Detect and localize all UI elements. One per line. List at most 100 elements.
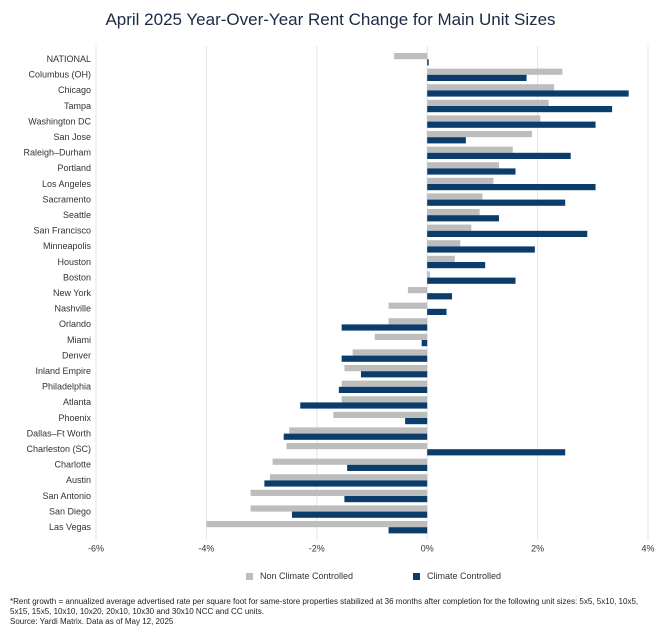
category-label: New York xyxy=(53,288,92,298)
bar-climate xyxy=(427,293,453,300)
category-label: Orlando xyxy=(59,319,91,329)
bar-climate xyxy=(427,168,516,175)
bars xyxy=(206,53,629,534)
legend-swatch-non-climate xyxy=(246,572,253,580)
bar-non-climate xyxy=(427,271,430,278)
bar-non-climate xyxy=(388,302,428,309)
category-label: Portland xyxy=(57,163,91,173)
bar-climate xyxy=(300,402,428,409)
bar-climate xyxy=(360,371,428,378)
category-label: Inland Empire xyxy=(35,366,91,376)
category-labels: NATIONAL Columbus (OH) Chicago Tampa Washing… xyxy=(23,54,91,532)
legend-label-climate: Climate Controlled xyxy=(427,571,502,581)
bar-climate xyxy=(291,511,428,518)
bar-climate xyxy=(427,152,571,159)
bar-climate xyxy=(405,418,428,425)
bar-non-climate xyxy=(427,115,541,122)
bar-non-climate xyxy=(250,489,428,496)
bar-non-climate xyxy=(333,411,428,418)
legend-item-climate[interactable]: Climate Controlled xyxy=(413,571,501,581)
bar-non-climate xyxy=(427,162,499,169)
footnote: *Rent growth = annualized average advert… xyxy=(10,597,650,627)
legend-swatch-climate xyxy=(413,572,420,580)
bar-climate xyxy=(427,215,499,222)
category-label: Miami xyxy=(67,335,91,345)
footnote-rent-growth: *Rent growth = annualized average advert… xyxy=(10,597,639,616)
bar-climate xyxy=(427,137,466,144)
bar-non-climate xyxy=(341,396,428,403)
legend-label-non-climate: Non Climate Controlled xyxy=(260,571,354,581)
bar-climate xyxy=(344,496,428,503)
bar-non-climate xyxy=(427,255,455,262)
category-label: Dallas–Ft Worth xyxy=(27,428,91,438)
bar-non-climate xyxy=(341,380,428,387)
legend-item-non-climate[interactable]: Non Climate Controlled xyxy=(246,571,353,581)
category-label: Boston xyxy=(63,272,91,282)
category-label: Tampa xyxy=(64,101,91,111)
bar-non-climate xyxy=(352,349,428,356)
bar-non-climate xyxy=(427,146,513,153)
bar-non-climate xyxy=(427,68,563,75)
category-label: Phoenix xyxy=(58,413,91,423)
bar-non-climate xyxy=(250,505,428,512)
category-label: Denver xyxy=(62,350,91,360)
x-tick-label: 2% xyxy=(531,544,544,554)
footnote-source: Source: Yardi Matrix. Data as of May 12,… xyxy=(10,617,174,626)
bar-non-climate xyxy=(427,99,549,106)
bar-non-climate xyxy=(289,427,428,434)
category-label: Minneapolis xyxy=(43,241,92,251)
bar-climate xyxy=(264,480,428,487)
category-label: Los Angeles xyxy=(42,179,92,189)
category-label: NATIONAL xyxy=(47,54,91,64)
bar-climate xyxy=(283,433,428,440)
bar-non-climate xyxy=(394,53,428,60)
category-label: San Diego xyxy=(49,506,91,516)
category-label: Columbus (OH) xyxy=(28,70,91,80)
bar-climate xyxy=(427,277,516,284)
category-label: Las Vegas xyxy=(49,522,92,532)
x-axis-ticks: -6% -4% -2% 0% 2% 4% xyxy=(88,544,655,554)
category-label: Atlanta xyxy=(63,397,91,407)
category-label: Nashville xyxy=(54,304,91,314)
bar-non-climate xyxy=(272,458,428,465)
bar-climate xyxy=(427,199,566,206)
category-label: Washington DC xyxy=(28,116,91,126)
bar-non-climate xyxy=(286,443,428,450)
bar-climate xyxy=(427,74,527,81)
bar-non-climate xyxy=(427,84,555,91)
bar-climate xyxy=(347,464,428,471)
x-tick-label: -2% xyxy=(309,544,325,554)
bar-non-climate xyxy=(427,209,480,216)
x-tick-label: 4% xyxy=(641,544,654,554)
bar-climate xyxy=(427,262,486,269)
category-label: Seattle xyxy=(63,210,91,220)
bar-non-climate xyxy=(206,521,428,528)
bar-climate xyxy=(427,230,588,237)
bar-climate xyxy=(427,106,613,113)
bar-climate xyxy=(427,308,447,315)
bar-climate xyxy=(427,121,596,128)
bar-non-climate xyxy=(344,365,428,372)
category-label: San Antonio xyxy=(42,491,91,501)
category-label: Philadelphia xyxy=(42,382,91,392)
bar-chart: NATIONAL Columbus (OH) Chicago Tampa Washing… xyxy=(23,46,655,554)
bar-climate xyxy=(427,90,629,97)
x-tick-label: 0% xyxy=(421,544,434,554)
category-label: Austin xyxy=(66,475,91,485)
category-label: Houston xyxy=(57,257,91,267)
bar-non-climate xyxy=(427,224,472,231)
category-label: Raleigh–Durham xyxy=(23,148,91,158)
chart-title: April 2025 Year-Over-Year Rent Change fo… xyxy=(105,10,556,29)
bar-non-climate xyxy=(269,474,428,481)
bar-non-climate xyxy=(374,333,428,340)
bar-climate xyxy=(427,59,429,66)
legend: Non Climate Controlled Climate Controlle… xyxy=(0,571,661,587)
x-tick-label: -4% xyxy=(198,544,214,554)
bar-climate xyxy=(341,355,428,362)
bar-climate xyxy=(427,184,596,191)
bar-climate xyxy=(427,246,535,253)
bar-climate xyxy=(421,340,428,347)
bar-climate xyxy=(341,324,428,331)
bar-non-climate xyxy=(427,193,483,200)
bar-non-climate xyxy=(407,287,428,294)
